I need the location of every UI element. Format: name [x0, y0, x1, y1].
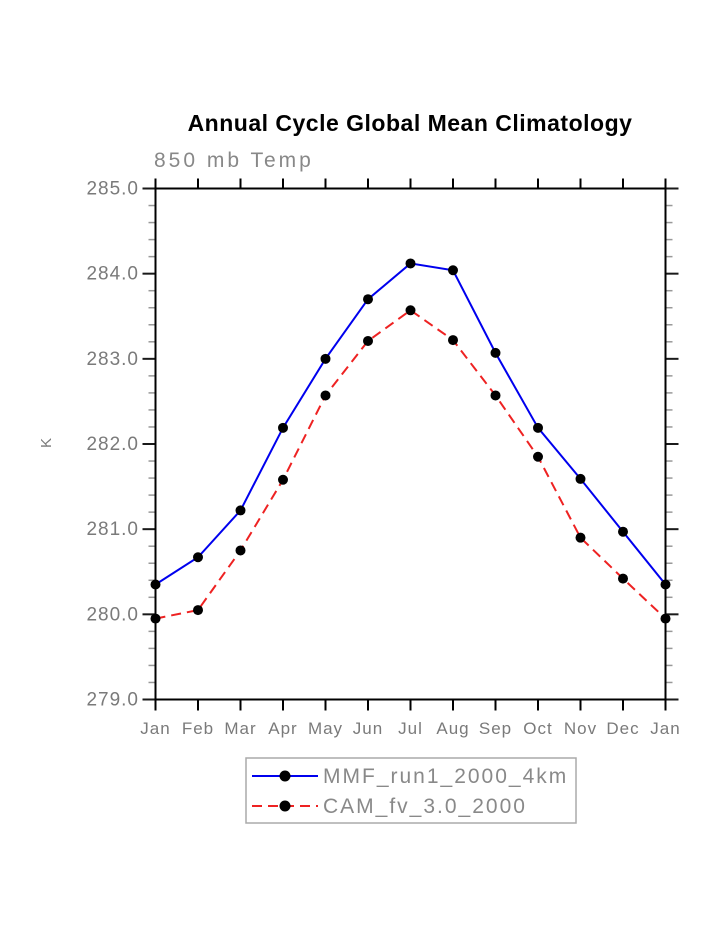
data-point-marker — [575, 473, 586, 484]
data-point-marker — [235, 505, 246, 516]
series-line — [155, 309, 667, 620]
data-point-marker — [405, 305, 416, 316]
data-point-marker — [490, 390, 501, 401]
x-ticks — [154, 178, 667, 711]
data-point-marker — [618, 573, 628, 584]
x-tick-label: Apr — [268, 719, 297, 738]
chart-subtitle: 850 mb Temp — [154, 149, 314, 172]
data-point-marker — [448, 335, 458, 346]
x-tick-label: Jul — [398, 719, 423, 738]
legend-label: MMF_run1_2000_4km — [323, 765, 568, 788]
data-point-marker — [533, 422, 543, 433]
data-point-marker — [278, 422, 288, 433]
y-tick-label: 281.0 — [86, 519, 139, 540]
x-tick-label: Aug — [436, 719, 469, 738]
y-tick-label: 283.0 — [86, 349, 139, 370]
data-point-marker — [193, 552, 203, 563]
plot-frame-group — [154, 187, 667, 701]
data-point-marker — [363, 335, 373, 346]
legend: MMF_run1_2000_4km CAM_fv_3.0_2000 — [245, 757, 577, 824]
legend-marker — [279, 770, 291, 782]
legend-box — [245, 757, 577, 824]
x-tick-label: Dec — [606, 719, 639, 738]
data-point-marker — [320, 390, 331, 401]
x-tick-label: Jan — [650, 719, 680, 738]
x-tick-label: Feb — [182, 719, 214, 738]
data-point-marker — [320, 353, 331, 364]
data-point-marker — [150, 613, 161, 624]
y-major-ticks — [142, 187, 679, 701]
data-point-marker — [533, 451, 543, 462]
chart-title: Annual Cycle Global Mean Climatology — [188, 110, 633, 136]
data-point-marker — [618, 526, 628, 537]
x-tick-label: Nov — [564, 719, 597, 738]
data-point-marker — [235, 545, 246, 556]
data-point-marker — [575, 532, 586, 543]
x-tick-label: Sep — [479, 719, 512, 738]
legend-marker — [279, 800, 291, 812]
plot-frame — [154, 187, 667, 701]
data-point-marker — [660, 613, 671, 624]
y-tick-label: 285.0 — [86, 179, 139, 200]
data-point-marker — [660, 579, 671, 590]
y-minor-ticks — [148, 204, 673, 684]
data-point-marker — [150, 579, 161, 590]
data-point-marker — [278, 474, 288, 485]
x-tick-label: Jan — [140, 719, 170, 738]
series-group — [150, 258, 671, 624]
x-tick-label: Mar — [224, 719, 256, 738]
x-tick-labels: Jan Feb Mar Apr May Jun Jul Aug Sep Oct Nov Dec Jan — [140, 719, 680, 738]
y-tick-label: 284.0 — [86, 264, 139, 285]
y-tick-label: 280.0 — [86, 604, 139, 625]
y-tick-labels: 285.0 284.0 283.0 282.0 281.0 280.0 279.0 — [86, 179, 139, 711]
x-tick-label: Oct — [523, 719, 552, 738]
data-point-marker — [193, 605, 203, 616]
y-axis-label: K — [38, 438, 55, 448]
data-point-marker — [448, 265, 458, 276]
data-point-marker — [405, 258, 416, 269]
y-tick-label: 282.0 — [86, 434, 139, 455]
legend-label: CAM_fv_3.0_2000 — [323, 795, 527, 818]
y-tick-label: 279.0 — [86, 690, 139, 711]
x-tick-label: Jun — [353, 719, 383, 738]
x-tick-label: May — [308, 719, 343, 738]
data-point-marker — [490, 347, 501, 358]
data-point-marker — [363, 294, 373, 305]
